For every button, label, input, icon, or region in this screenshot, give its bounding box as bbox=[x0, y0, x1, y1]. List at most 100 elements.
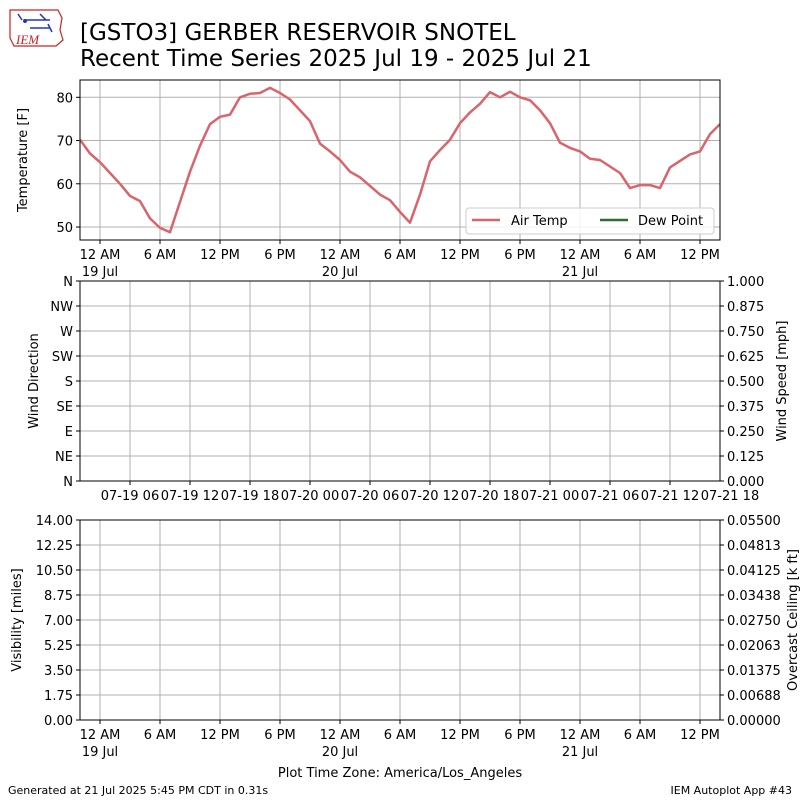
y-tick-label: 80 bbox=[56, 91, 73, 106]
x-tick-label: 12 PM bbox=[680, 248, 720, 263]
x-tick-label: 07-21 12 bbox=[641, 489, 699, 504]
x-tick-label: 12 PM bbox=[200, 248, 240, 263]
x-tick-label: 12 PM bbox=[680, 728, 720, 743]
y-tick-label: 3.50 bbox=[44, 664, 73, 679]
x-tick-date-label: 19 Jul bbox=[82, 265, 118, 280]
y-tick-label: 70 bbox=[56, 135, 73, 150]
x-tick-label: 07-19 12 bbox=[161, 489, 219, 504]
y-right-tick-label: 0.05500 bbox=[727, 514, 781, 529]
x-axis-label: Plot Time Zone: America/Los_Angeles bbox=[278, 766, 522, 781]
x-tick-label: 6 PM bbox=[264, 728, 295, 743]
y-right-tick-label: 0.03438 bbox=[727, 589, 781, 604]
y-tick-label: 60 bbox=[56, 178, 73, 193]
y-right-tick-label: 0.500 bbox=[727, 375, 764, 390]
logo-text: IEM bbox=[15, 32, 40, 47]
visibility-axes-frame bbox=[79, 519, 721, 721]
y-right-axis-label: Wind Speed [mph] bbox=[775, 321, 790, 442]
x-tick-label: 07-19 18 bbox=[221, 489, 279, 504]
y-tick-label: SW bbox=[52, 350, 73, 365]
x-tick-label: 12 AM bbox=[80, 728, 121, 743]
y-right-tick-label: 0.02750 bbox=[727, 614, 781, 629]
y-axis-label: Temperature [F] bbox=[16, 108, 31, 213]
y-right-tick-label: 1.000 bbox=[727, 275, 764, 290]
y-tick-label: SE bbox=[57, 400, 73, 415]
wind-panel: 07-19 06 07-19 12 07-19 18 07-20 00 07-20 06… bbox=[27, 275, 790, 504]
y-tick-label: S bbox=[65, 375, 73, 390]
iem-logo: IEM bbox=[9, 9, 64, 47]
x-tick-label: 12 AM bbox=[320, 248, 361, 263]
chart-title: [GSTO3] GERBER RESERVOIR SNOTEL bbox=[80, 20, 516, 46]
y-right-tick-label: 0.00000 bbox=[727, 714, 781, 729]
y-right-tick-label: 0.000 bbox=[727, 475, 764, 490]
y-tick-label: 5.25 bbox=[44, 639, 73, 654]
visibility-panel: 12 AM 19 Jul 6 AM 12 PM 6 PM 12 AM 20 Jul 6 AM 1… bbox=[10, 514, 800, 781]
legend: Air Temp Dew Point bbox=[465, 207, 715, 235]
y-tick-label: 8.75 bbox=[44, 589, 73, 604]
y-right-tick-label: 0.875 bbox=[727, 300, 764, 315]
x-tick-label: 12 AM bbox=[560, 248, 601, 263]
wind-axes-frame bbox=[79, 280, 721, 482]
y-right-tick-label: 0.01375 bbox=[727, 664, 781, 679]
legend-box bbox=[465, 207, 715, 235]
air-temp-line bbox=[78, 86, 721, 234]
x-tick-label: 07-21 00 bbox=[521, 489, 579, 504]
y-tick-label: W bbox=[60, 325, 73, 340]
x-tick-label: 6 AM bbox=[144, 728, 177, 743]
weather-symbols-icon bbox=[17, 13, 53, 33]
y-tick-label: N bbox=[63, 275, 73, 290]
y-tick-label: 0.00 bbox=[44, 714, 73, 729]
y-axis-label: Visibility [miles] bbox=[10, 568, 25, 671]
x-tick-date-label: 20 Jul bbox=[322, 745, 358, 760]
chart-subtitle: Recent Time Series 2025 Jul 19 - 2025 Ju… bbox=[80, 46, 592, 72]
y-axis-label: Wind Direction bbox=[27, 333, 42, 429]
temperature-axes-frame bbox=[79, 79, 721, 241]
temperature-panel: 12 AM 19 Jul 6 AM 12 PM 6 PM 12 AM 20 Jul 6 AM 1… bbox=[16, 79, 721, 280]
x-tick-label: 12 PM bbox=[440, 728, 480, 743]
x-tick-label: 6 AM bbox=[144, 248, 177, 263]
y-tick-label: N bbox=[63, 475, 73, 490]
y-tick-label: NW bbox=[50, 300, 73, 315]
y-tick-label: NE bbox=[55, 450, 73, 465]
y-tick-label: 1.75 bbox=[44, 689, 73, 704]
x-tick-label: 07-19 06 bbox=[101, 489, 159, 504]
x-tick-label: 07-21 06 bbox=[581, 489, 639, 504]
x-tick-label: 12 AM bbox=[80, 248, 121, 263]
y-right-tick-label: 0.375 bbox=[727, 400, 764, 415]
y-right-tick-label: 0.625 bbox=[727, 350, 764, 365]
y-right-axis-label: Overcast Ceiling [k ft] bbox=[786, 549, 800, 691]
x-tick-label: 6 PM bbox=[504, 728, 535, 743]
x-tick-label: 07-20 18 bbox=[461, 489, 519, 504]
x-tick-label: 12 PM bbox=[200, 728, 240, 743]
y-right-tick-label: 0.02063 bbox=[727, 639, 781, 654]
y-right-tick-label: 0.04813 bbox=[727, 539, 781, 554]
y-right-tick-label: 0.04125 bbox=[727, 564, 781, 579]
x-tick-label: 12 PM bbox=[440, 248, 480, 263]
x-tick-label: 6 AM bbox=[384, 248, 417, 263]
y-tick-label: 12.25 bbox=[36, 539, 73, 554]
footer-generated: Generated at 21 Jul 2025 5:45 PM CDT in … bbox=[8, 784, 268, 797]
x-tick-label: 6 PM bbox=[264, 248, 295, 263]
x-tick-date-label: 21 Jul bbox=[562, 745, 598, 760]
y-tick-label: 50 bbox=[56, 221, 73, 236]
x-tick-label: 07-21 18 bbox=[701, 489, 759, 504]
x-tick-label: 12 AM bbox=[560, 728, 601, 743]
x-tick-label: 12 AM bbox=[320, 728, 361, 743]
y-right-tick-label: 0.250 bbox=[727, 425, 764, 440]
y-tick-label: 10.50 bbox=[36, 564, 73, 579]
x-tick-label: 07-20 06 bbox=[341, 489, 399, 504]
x-tick-label: 6 PM bbox=[504, 248, 535, 263]
y-tick-label: 14.00 bbox=[36, 514, 73, 529]
x-tick-label: 6 AM bbox=[624, 728, 657, 743]
y-right-tick-label: 0.125 bbox=[727, 450, 764, 465]
station-dot-icon bbox=[23, 19, 27, 23]
x-tick-label: 6 AM bbox=[384, 728, 417, 743]
x-tick-date-label: 20 Jul bbox=[322, 265, 358, 280]
x-tick-label: 07-20 00 bbox=[281, 489, 339, 504]
x-tick-label: 07-20 12 bbox=[401, 489, 459, 504]
x-tick-date-label: 19 Jul bbox=[82, 745, 118, 760]
y-tick-label: E bbox=[65, 425, 73, 440]
y-right-tick-label: 0.750 bbox=[727, 325, 764, 340]
x-tick-date-label: 21 Jul bbox=[562, 265, 598, 280]
legend-dew-point-label: Dew Point bbox=[638, 214, 703, 229]
